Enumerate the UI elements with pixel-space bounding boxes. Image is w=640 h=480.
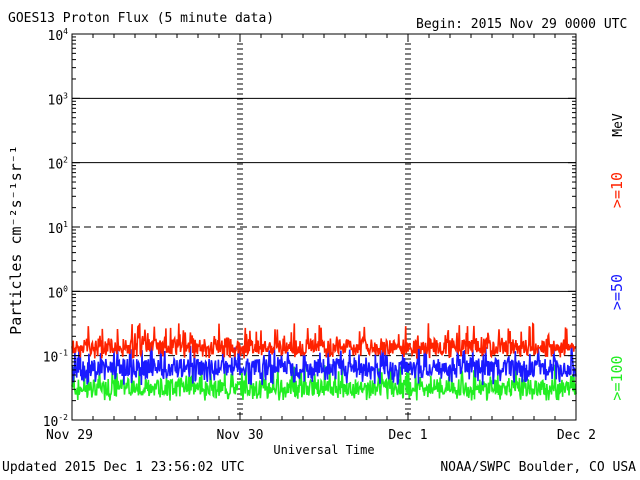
y-tick-label: 103 [48,91,69,108]
legend-ge10: >=10 [608,172,626,208]
x-tick-label: Dec 2 [557,428,596,443]
chart-title: GOES13 Proton Flux (5 minute data) [8,11,275,26]
y-tick-label: 10-1 [43,349,68,366]
series-line-ge100 [71,363,577,401]
series-layer [71,322,577,401]
updated-timestamp: Updated 2015 Dec 1 23:56:02 UTC [2,460,245,475]
x-tick-label: Nov 30 [217,428,264,443]
x-tick-label: Nov 29 [46,428,93,443]
begin-time-label: Begin: 2015 Nov 29 0000 UTC [416,17,628,32]
legend-ge100: >=100 [608,355,626,400]
grid-layer [72,43,576,415]
x-axis-label: Universal Time [273,443,374,457]
series-line-ge50 [71,344,577,386]
y-tick-label: 102 [48,156,69,173]
y-tick-label: 100 [48,284,69,301]
legend-unit: MeV [611,113,626,137]
credit-label: NOAA/SWPC Boulder, CO USA [440,460,636,475]
series-line-ge10 [71,322,577,359]
y-tick-label: 101 [48,220,69,237]
y-tick-label: 104 [48,27,69,44]
y-tick-label: 10-2 [43,413,68,430]
legend-ge50: >=50 [608,274,626,310]
y-axis-label: Particles cm⁻²s⁻¹sr⁻¹ [7,145,25,335]
x-tick-label: Dec 1 [388,428,427,443]
